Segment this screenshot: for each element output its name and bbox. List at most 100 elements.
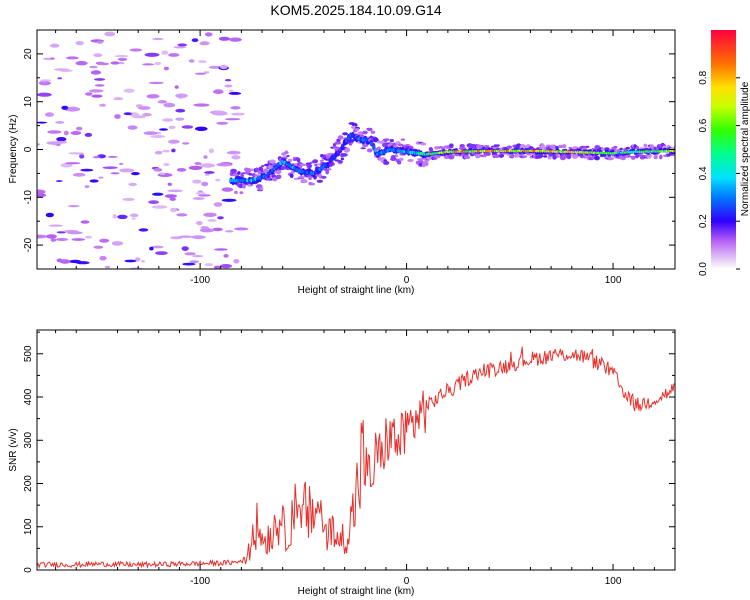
heatmap-halo-cell: [287, 158, 293, 163]
heatmap-noise-cell: [46, 141, 62, 145]
heatmap-noise-cell: [176, 213, 188, 217]
heatmap-noise-cell: [151, 245, 164, 249]
spectrogram-x-ticks: -100 0 100: [55, 30, 676, 286]
heatmap-noise-cell: [104, 265, 111, 269]
snr-series-line: [37, 346, 675, 569]
heatmap-halo-cell: [230, 168, 238, 173]
heatmap-halo-cell: [248, 173, 253, 176]
x-tick-label: 0: [404, 576, 410, 587]
heatmap-noise-cell: [163, 66, 169, 71]
heatmap-noise-cell: [163, 163, 170, 166]
colorbar-tick-label: 0.2: [698, 214, 709, 228]
heatmap-noise-cell: [203, 71, 210, 74]
heatmap-halo-cell: [367, 128, 373, 132]
heatmap-noise-cell: [178, 235, 193, 238]
y-tick-label: -10: [23, 190, 34, 205]
heatmap-noise-cell: [208, 65, 222, 69]
heatmap-noise-cell: [221, 187, 234, 192]
heatmap-noise-cell: [198, 60, 207, 63]
heatmap-halo-cell: [285, 167, 291, 170]
heatmap-noise-cell: [55, 238, 69, 241]
heatmap-halo-cell: [254, 167, 259, 173]
heatmap-noise-cell: [149, 246, 154, 251]
heatmap-noise-cell: [177, 43, 187, 47]
heatmap-halo-cell: [511, 153, 515, 159]
heatmap-noise-cell: [168, 53, 180, 57]
heatmap-noise-cell: [124, 259, 137, 263]
y-tick-label: 500: [23, 345, 34, 362]
heatmap-halo-cell: [561, 144, 567, 149]
colorbar-tick-label: 0.6: [698, 118, 709, 132]
heatmap-halo-cell: [340, 157, 345, 161]
heatmap-noise-cell: [55, 180, 63, 183]
heatmap-halo-cell: [613, 145, 618, 149]
heatmap-noise-cell: [114, 114, 121, 119]
heatmap-noise-cell: [225, 118, 241, 121]
heatmap-halo-cell: [635, 145, 639, 150]
heatmap-noise-cell: [96, 62, 110, 66]
heatmap-halo-cell: [459, 144, 466, 148]
snr-x-axis-label: Height of straight line (km): [298, 586, 415, 597]
heatmap-noise-cell: [189, 260, 200, 264]
heatmap-noise-cell: [56, 137, 67, 142]
heatmap-noise-cell: [134, 257, 141, 262]
heatmap-noise-cell: [162, 118, 174, 122]
heatmap-noise-cell: [203, 212, 217, 217]
heatmap-halo-cell: [280, 165, 286, 171]
heatmap-noise-cell: [231, 155, 241, 160]
heatmap-halo-cell: [400, 138, 406, 141]
heatmap-noise-cell: [75, 61, 88, 66]
heatmap-halo-cell: [269, 159, 276, 164]
snr-x-ticks: -100 0 100: [55, 330, 676, 587]
heatmap-halo-cell: [234, 190, 238, 195]
heatmap-noise-cell: [173, 46, 187, 49]
heatmap-noise-cell: [195, 192, 206, 195]
heatmap-noise-cell: [129, 48, 142, 52]
heatmap-noise-cell: [48, 224, 63, 227]
heatmap-halo-cell: [566, 154, 572, 160]
heatmap-noise-cell: [155, 251, 168, 256]
heatmap-noise-cell: [196, 221, 203, 226]
heatmap-halo-cell: [309, 182, 315, 186]
heatmap-noise-cell: [213, 265, 221, 269]
heatmap-noise-cell: [140, 260, 146, 263]
heatmap-noise-cell: [114, 55, 129, 58]
heatmap-noise-cell: [150, 135, 166, 138]
heatmap-noise-cell: [163, 102, 176, 108]
heatmap-noise-cell: [219, 64, 228, 70]
heatmap-halo-cell: [308, 176, 312, 181]
heatmap-noise-cell: [88, 89, 104, 93]
heatmap-noise-cell: [153, 168, 163, 172]
heatmap-noise-cell: [216, 121, 229, 125]
heatmap-noise-cell: [130, 213, 139, 218]
heatmap-noise-cell: [110, 61, 120, 65]
heatmap-noise-cell: [154, 61, 162, 66]
heatmap-noise-cell: [184, 252, 196, 256]
heatmap-noise-cell: [94, 78, 106, 81]
heatmap-noise-cell: [233, 259, 240, 264]
heatmap-noise-cell: [231, 112, 245, 116]
heatmap-halo-cell: [298, 175, 305, 179]
figure-title: KOM5.2025.184.10.09.G14: [270, 2, 441, 18]
heatmap-noise-cell: [199, 163, 216, 168]
colorbar: 0.0 0.2 0.4 0.6 0.8 Normalized spectral ampl…: [698, 30, 750, 276]
heatmap-noise-cell: [215, 178, 221, 182]
heatmap-noise-cell: [167, 189, 183, 193]
heatmap-noise-cell: [171, 148, 176, 153]
heatmap-noise-cell: [68, 152, 83, 155]
heatmap-noise-cell: [188, 165, 203, 170]
x-tick-label: 100: [605, 576, 622, 587]
heatmap-halo-cell: [389, 139, 394, 143]
heatmap-noise-cell: [204, 263, 213, 267]
heatmap-noise-cell: [93, 156, 101, 159]
y-tick-label: 10: [23, 96, 34, 108]
heatmap-halo-cell: [496, 144, 500, 147]
heatmap-noise-cell: [195, 126, 208, 131]
heatmap-halo-cell: [395, 160, 402, 163]
heatmap-noise-cell: [112, 214, 117, 219]
colorbar-ticks: 0.0 0.2 0.4 0.6 0.8: [698, 70, 740, 276]
heatmap-noise-cell: [45, 212, 54, 218]
heatmap-noise-cell: [49, 43, 60, 48]
heatmap-noise-cell: [93, 245, 104, 249]
heatmap-halo-cell: [543, 155, 548, 158]
